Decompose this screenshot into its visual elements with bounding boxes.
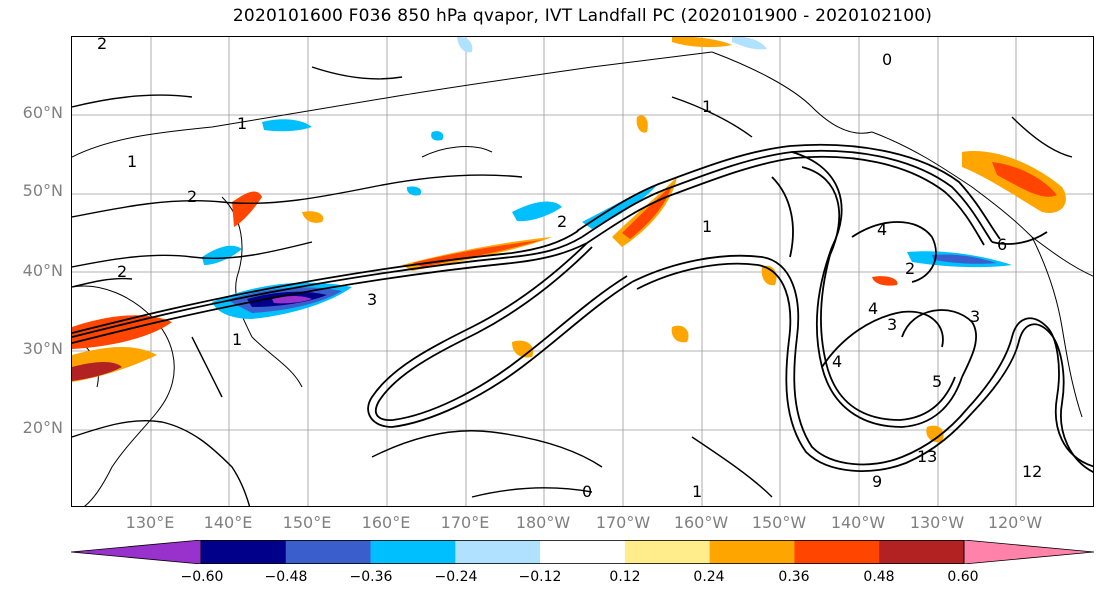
colorbar-bin [879,540,965,564]
colorbar-tick: −0.36 [349,569,393,585]
graticule [72,37,1093,506]
contour-label: 9 [872,472,882,491]
contour-label: 2 [97,37,107,53]
colorbar-tick: −0.60 [180,569,224,585]
colorbar-bin [794,540,880,564]
lat-label-20n: 20°N [22,418,63,437]
contour-label: 4 [877,220,887,239]
colorbar-extend-min [71,540,202,564]
colorbar-bin [540,540,626,564]
contour-label: 3 [970,307,980,326]
contour-label: 4 [832,352,842,371]
lon-label-120w: 120°W [987,513,1043,532]
contour-label: 0 [882,50,892,69]
contour-label: 4 [868,299,878,318]
lon-label-140w: 140°W [830,513,886,532]
contour-label: 1 [692,482,702,501]
colorbar [71,540,1094,564]
contour-label: 3 [367,290,377,309]
colorbar-extend-max [963,540,1094,564]
lon-label-150w: 150°W [751,513,807,532]
contour-label: 1 [237,114,247,133]
colorbar-bin [455,540,541,564]
contour-labels: 2 1 0 1 2 1 3 2 1 4 2 3 4 1 6 3 2 5 4 9 … [97,37,1042,501]
colorbar-bin [624,540,711,564]
colorbar-tick: 0.12 [609,569,641,585]
lon-label-180w: 180°W [515,513,571,532]
contour-label: 2 [117,262,127,281]
ivt-contours [72,143,1093,473]
colorbar-tick: −0.12 [518,569,562,585]
lat-label-30n: 30°N [22,339,63,358]
contour-label: 2 [905,259,915,278]
contour-label: 1 [702,97,712,116]
lon-label-160w: 160°W [673,513,729,532]
colorbar-outline [200,540,965,564]
negative-anomalies [202,37,1012,319]
contour-label: 1 [702,217,712,236]
map-panel: 2 1 0 1 2 1 3 2 1 4 2 3 4 1 6 3 2 5 4 9 … [71,36,1094,507]
colorbar-bin [370,540,456,564]
colorbar-tick: 0.36 [778,569,810,585]
contour-label: 2 [557,212,567,231]
chart-title: 2020101600 F036 850 hPa qvapor, IVT Land… [232,6,933,26]
contour-label: 1 [127,152,137,171]
contour-label: 3 [887,315,897,334]
colorbar-bin [201,540,287,564]
lat-label-60n: 60°N [22,103,63,122]
lat-label-50n: 50°N [22,181,63,200]
colorbar-tick: 0.24 [693,569,725,585]
positive-anomalies [72,37,1066,443]
lon-label-130w: 130°W [909,513,965,532]
contour-label: 6 [997,235,1007,254]
lon-label-160e: 160°E [361,513,411,532]
contour-label: 13 [917,447,937,466]
contour-label: 12 [1022,462,1042,481]
colorbar-bin [709,540,795,564]
secondary-contours [72,66,1073,506]
map-canvas: 2 1 0 1 2 1 3 2 1 4 2 3 4 1 6 3 2 5 4 9 … [72,37,1093,506]
colorbar-tick: 0.60 [947,569,979,585]
contour-label: 1 [232,330,242,349]
lon-label-140e: 140°E [203,513,253,532]
lon-label-170e: 170°E [440,513,490,532]
lat-label-40n: 40°N [22,261,63,280]
colorbar-bin [285,540,372,564]
colorbar-tick: 0.48 [863,569,895,585]
contour-label: 5 [932,372,942,391]
colorbar-tick: −0.48 [264,569,308,585]
lon-label-130e: 130°E [125,513,175,532]
colorbar-tick: −0.24 [434,569,478,585]
lon-label-150e: 150°E [282,513,332,532]
contour-label: 2 [187,187,197,206]
lon-label-170w: 170°W [595,513,651,532]
contour-label: 0 [582,482,592,501]
